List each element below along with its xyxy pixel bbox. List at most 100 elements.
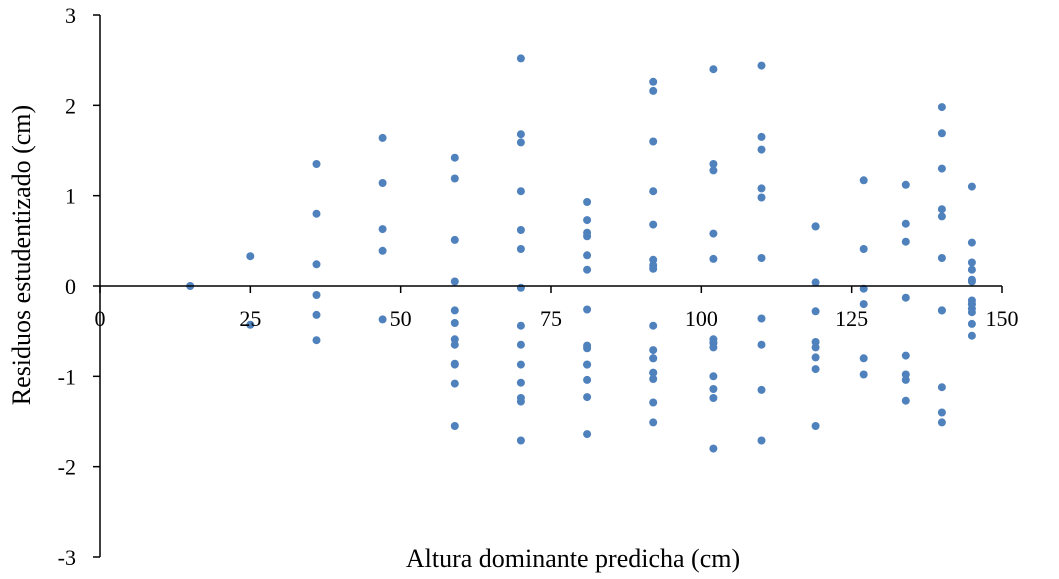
data-point — [967, 331, 976, 340]
data-point — [516, 226, 525, 234]
data-point — [937, 103, 946, 112]
data-point — [937, 383, 946, 392]
data-point — [901, 180, 910, 189]
data-point — [378, 179, 387, 187]
data-point — [709, 338, 718, 347]
x-tick-label: 75 — [540, 306, 562, 331]
y-tick-label: 3 — [65, 3, 76, 28]
data-point — [246, 320, 255, 329]
data-point — [811, 343, 820, 352]
data-point — [901, 351, 910, 360]
data-point — [649, 187, 658, 196]
data-point — [649, 354, 658, 363]
data-point — [967, 277, 976, 286]
data-point — [583, 198, 592, 206]
data-point — [516, 187, 525, 196]
data-point — [450, 277, 459, 286]
data-point — [757, 340, 766, 349]
data-point — [967, 258, 976, 267]
data-point — [312, 260, 321, 269]
data-point — [937, 254, 946, 262]
data-point — [450, 340, 459, 349]
data-point — [312, 310, 321, 319]
data-point — [450, 174, 459, 183]
data-point — [246, 252, 255, 261]
y-tick-label: -1 — [58, 364, 76, 389]
data-point — [967, 319, 976, 328]
data-point — [757, 385, 766, 394]
data-point — [757, 61, 766, 70]
data-point — [450, 306, 459, 315]
x-tick-label: 50 — [390, 306, 412, 331]
data-point — [378, 246, 387, 255]
x-tick-label: 100 — [685, 306, 718, 331]
data-point — [937, 212, 946, 221]
data-point — [901, 293, 910, 302]
data-point — [450, 319, 459, 327]
data-point — [516, 397, 525, 406]
data-point — [516, 245, 525, 253]
data-point — [378, 133, 387, 142]
data-point — [967, 182, 976, 191]
x-axis-ticks: 0 25 50 75 100 125 150 — [95, 286, 1019, 331]
data-point — [709, 394, 718, 402]
data-point — [649, 86, 658, 95]
data-point — [811, 307, 820, 316]
data-point — [583, 251, 592, 260]
data-point — [937, 205, 946, 214]
y-tick-label: 0 — [65, 274, 76, 299]
data-point — [811, 353, 820, 362]
data-point — [450, 153, 459, 162]
data-point — [649, 418, 658, 427]
data-point — [516, 283, 525, 292]
data-point — [859, 245, 868, 253]
data-point — [516, 378, 525, 387]
data-point — [516, 138, 525, 147]
x-tick-label: 125 — [835, 306, 868, 331]
data-point — [757, 436, 766, 445]
data-point — [312, 291, 321, 299]
data-point — [859, 176, 868, 185]
data-point — [450, 360, 459, 369]
data-point — [649, 375, 658, 383]
data-point — [583, 344, 592, 353]
data-point — [757, 132, 766, 141]
data-point — [709, 444, 718, 453]
x-axis-title: Altura dominante predicha (cm) — [406, 544, 740, 573]
data-point — [859, 354, 868, 363]
data-point — [516, 436, 525, 445]
data-point — [312, 209, 321, 218]
x-tick-label: 25 — [239, 306, 261, 331]
data-point — [937, 164, 946, 173]
data-point — [516, 340, 525, 349]
data-point — [937, 129, 946, 138]
data-point — [709, 65, 718, 74]
data-point — [757, 184, 766, 193]
data-point — [757, 314, 766, 323]
y-axis-ticks: -3 -2 -1 0 1 2 3 — [58, 3, 100, 570]
data-point — [709, 385, 718, 393]
data-point — [583, 430, 592, 439]
data-point — [649, 220, 658, 229]
data-point — [450, 379, 459, 388]
data-point — [649, 346, 658, 355]
data-point — [649, 368, 658, 377]
data-point — [757, 193, 766, 202]
data-point — [811, 422, 820, 430]
data-point — [583, 360, 592, 369]
data-point — [649, 77, 658, 86]
data-point — [583, 393, 592, 402]
x-tick-label: 0 — [95, 306, 106, 331]
data-point — [583, 305, 592, 314]
y-tick-label: 1 — [65, 184, 76, 209]
data-point — [967, 265, 976, 274]
data-point — [967, 300, 976, 309]
data-point — [859, 300, 868, 309]
data-point — [901, 219, 910, 228]
data-point — [967, 308, 976, 317]
data-point — [937, 418, 946, 427]
data-point — [757, 254, 766, 262]
data-point — [709, 160, 718, 168]
data-point — [901, 396, 910, 405]
